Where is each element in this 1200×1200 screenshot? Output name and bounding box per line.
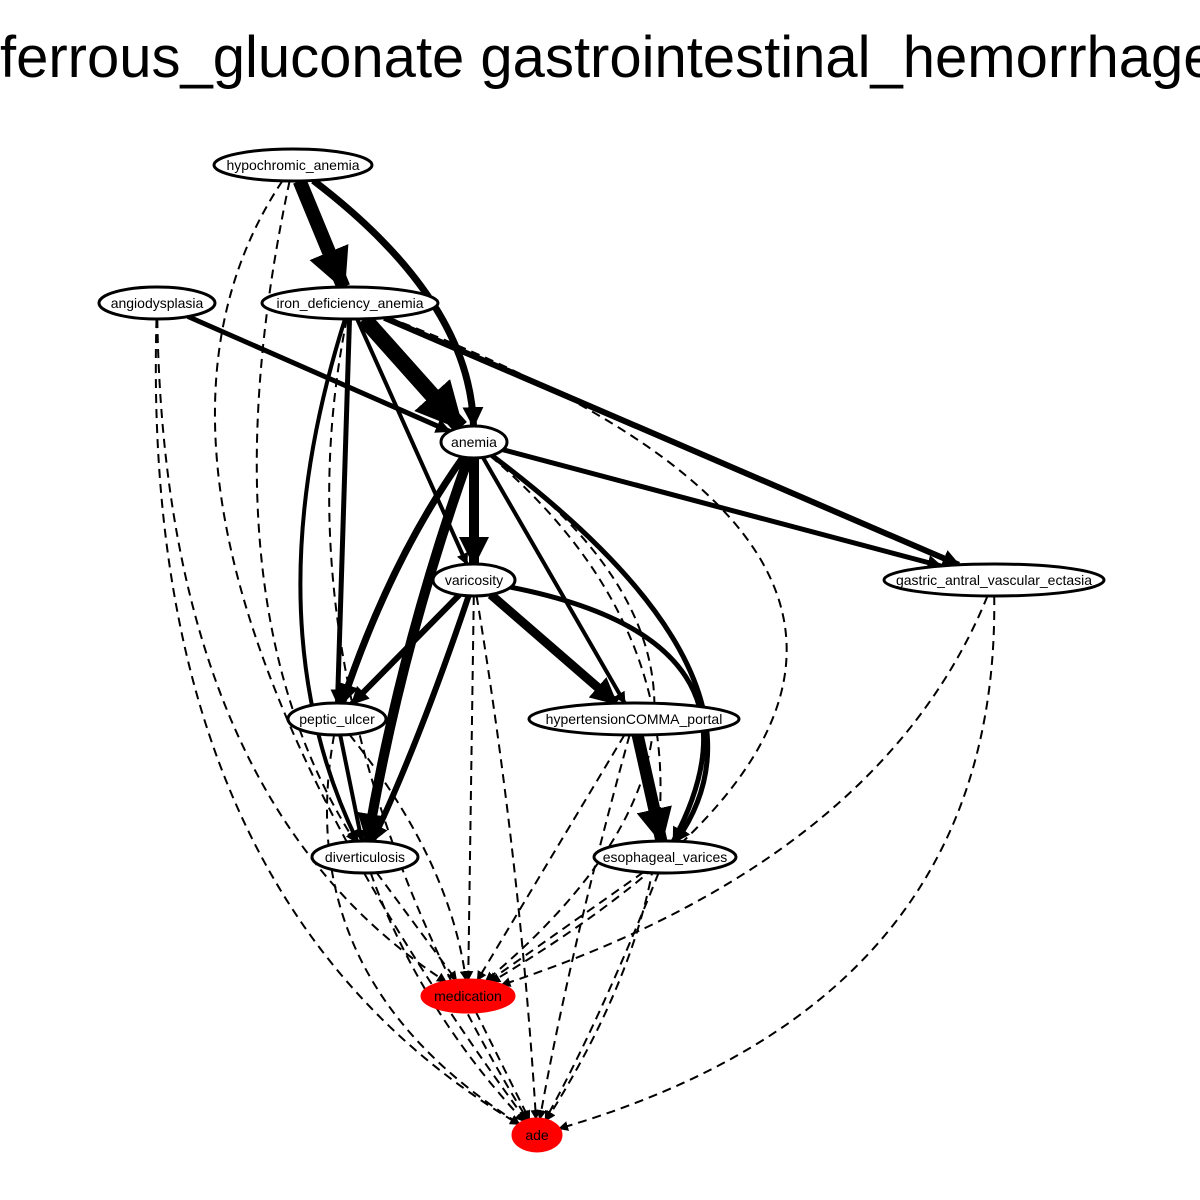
node-varicosity[interactable]: varicosity	[431, 562, 517, 598]
edge-esophageal_varices-to-medication	[487, 871, 644, 983]
edge-iron_deficiency_anemia-to-diverticulosis	[298, 318, 360, 843]
node-shape-varicosity	[431, 562, 517, 598]
node-angiodysplasia[interactable]: angiodysplasia	[97, 285, 217, 321]
edge-hypochromic_anemia-to-ade	[213, 180, 528, 1122]
edge-iron_deficiency_anemia-to-anemia	[358, 313, 467, 433]
edge-iron_deficiency_anemia-to-peptic_ulcer	[330, 318, 352, 705]
edge-hypertensionCOMMA_portal-to-medication	[476, 734, 626, 982]
node-shape-gastric_antral_vascular_ectasia	[882, 562, 1106, 598]
node-hypochromic_anemia[interactable]: hypochromic_anemia	[212, 147, 374, 183]
edge-anemia-to-esophageal_varices	[490, 453, 711, 843]
node-diverticulosis[interactable]: diverticulosis	[310, 839, 420, 875]
node-esophageal_varices[interactable]: esophageal_varices	[592, 839, 738, 875]
node-shape-hypochromic_anemia	[212, 147, 374, 183]
edge-varicosity-to-hypertensionCOMMA_portal	[487, 591, 619, 707]
edge-varicosity-to-ade	[475, 595, 541, 1120]
edge-varicosity-to-diverticulosis	[369, 594, 472, 843]
node-label-iron_deficiency_anemia: iron_deficiency_anemia	[276, 295, 423, 311]
edge-angiodysplasia-to-anemia	[186, 314, 451, 434]
edge-varicosity-to-peptic_ulcer	[349, 592, 462, 706]
node-shape-anemia	[439, 424, 509, 460]
edges-layer	[154, 177, 996, 1131]
edge-anemia-to-ade	[489, 455, 662, 1122]
edge-gastric_antral_vascular_ectasia-to-medication	[500, 595, 989, 987]
node-anemia[interactable]: anemia	[439, 424, 509, 460]
edge-hypochromic_anemia-to-diverticulosis	[255, 180, 356, 843]
node-label-angiodysplasia: angiodysplasia	[111, 295, 204, 311]
node-shape-peptic_ulcer	[286, 701, 388, 737]
edge-peptic_ulcer-to-medication	[348, 733, 470, 981]
edge-anemia-to-diverticulosis	[357, 456, 474, 844]
edge-varicosity-to-esophageal_varices	[510, 584, 707, 843]
edge-gastric_antral_vascular_ectasia-to-ade	[558, 595, 996, 1131]
graph-title: ferrous_gluconate gastrointestinal_hemor…	[0, 25, 1200, 90]
node-shape-diverticulosis	[310, 839, 420, 875]
node-label-diverticulosis: diverticulosis	[325, 849, 405, 865]
edge-iron_deficiency_anemia-to-gastric_antral_vascular_ectasia	[383, 314, 961, 568]
node-shape-medication	[420, 978, 516, 1014]
edge-anemia-to-hypertensionCOMMA_portal	[481, 456, 627, 705]
edge-diverticulosis-to-ade	[369, 872, 526, 1123]
node-peptic_ulcer[interactable]: peptic_ulcer	[286, 701, 388, 737]
node-shape-hypertensionCOMMA_portal	[527, 701, 741, 737]
node-label-hypochromic_anemia: hypochromic_anemia	[226, 157, 359, 173]
node-label-hypertensionCOMMA_portal: hypertensionCOMMA_portal	[546, 711, 723, 727]
edge-anemia-to-gastric_antral_vascular_ectasia	[502, 447, 943, 570]
node-hypertensionCOMMA_portal[interactable]: hypertensionCOMMA_portal	[527, 701, 741, 737]
node-shape-ade	[511, 1117, 563, 1153]
node-gastric_antral_vascular_ectasia[interactable]: gastric_antral_vascular_ectasia	[882, 562, 1106, 598]
node-shape-angiodysplasia	[97, 285, 217, 321]
edge-anemia-to-medication	[484, 454, 656, 982]
node-label-medication: medication	[434, 988, 502, 1004]
node-label-peptic_ulcer: peptic_ulcer	[299, 711, 375, 727]
node-ade[interactable]: ade	[511, 1117, 563, 1153]
edge-esophageal_varices-to-ade	[544, 872, 660, 1121]
node-iron_deficiency_anemia[interactable]: iron_deficiency_anemia	[260, 285, 440, 321]
node-shape-esophageal_varices	[592, 839, 738, 875]
edge-varicosity-to-medication	[463, 595, 475, 981]
node-label-anemia: anemia	[451, 434, 497, 450]
edge-hypertensionCOMMA_portal-to-esophageal_varices	[631, 733, 672, 845]
nodes-layer: hypochromic_anemia angiodysplasia iron_def…	[97, 147, 1106, 1153]
edge-peptic_ulcer-to-diverticulosis	[338, 734, 366, 843]
node-label-gastric_antral_vascular_ectasia: gastric_antral_vascular_ectasia	[896, 572, 1092, 588]
edge-anemia-to-peptic_ulcer	[338, 455, 467, 706]
edge-peptic_ulcer-to-ade	[326, 734, 521, 1125]
edge-medication-to-ade	[474, 1011, 531, 1121]
node-label-ade: ade	[525, 1127, 549, 1143]
edge-hypochromic_anemia-to-iron_deficiency_anemia	[293, 178, 350, 291]
edge-angiodysplasia-to-ade	[154, 318, 520, 1126]
node-shape-iron_deficiency_anemia	[260, 285, 440, 321]
edge-diverticulosis-to-medication	[375, 872, 458, 982]
node-label-esophageal_varices: esophageal_varices	[603, 849, 728, 865]
node-label-varicosity: varicosity	[445, 572, 503, 588]
node-medication[interactable]: medication	[420, 978, 516, 1014]
edge-hypertensionCOMMA_portal-to-ade	[536, 734, 631, 1121]
